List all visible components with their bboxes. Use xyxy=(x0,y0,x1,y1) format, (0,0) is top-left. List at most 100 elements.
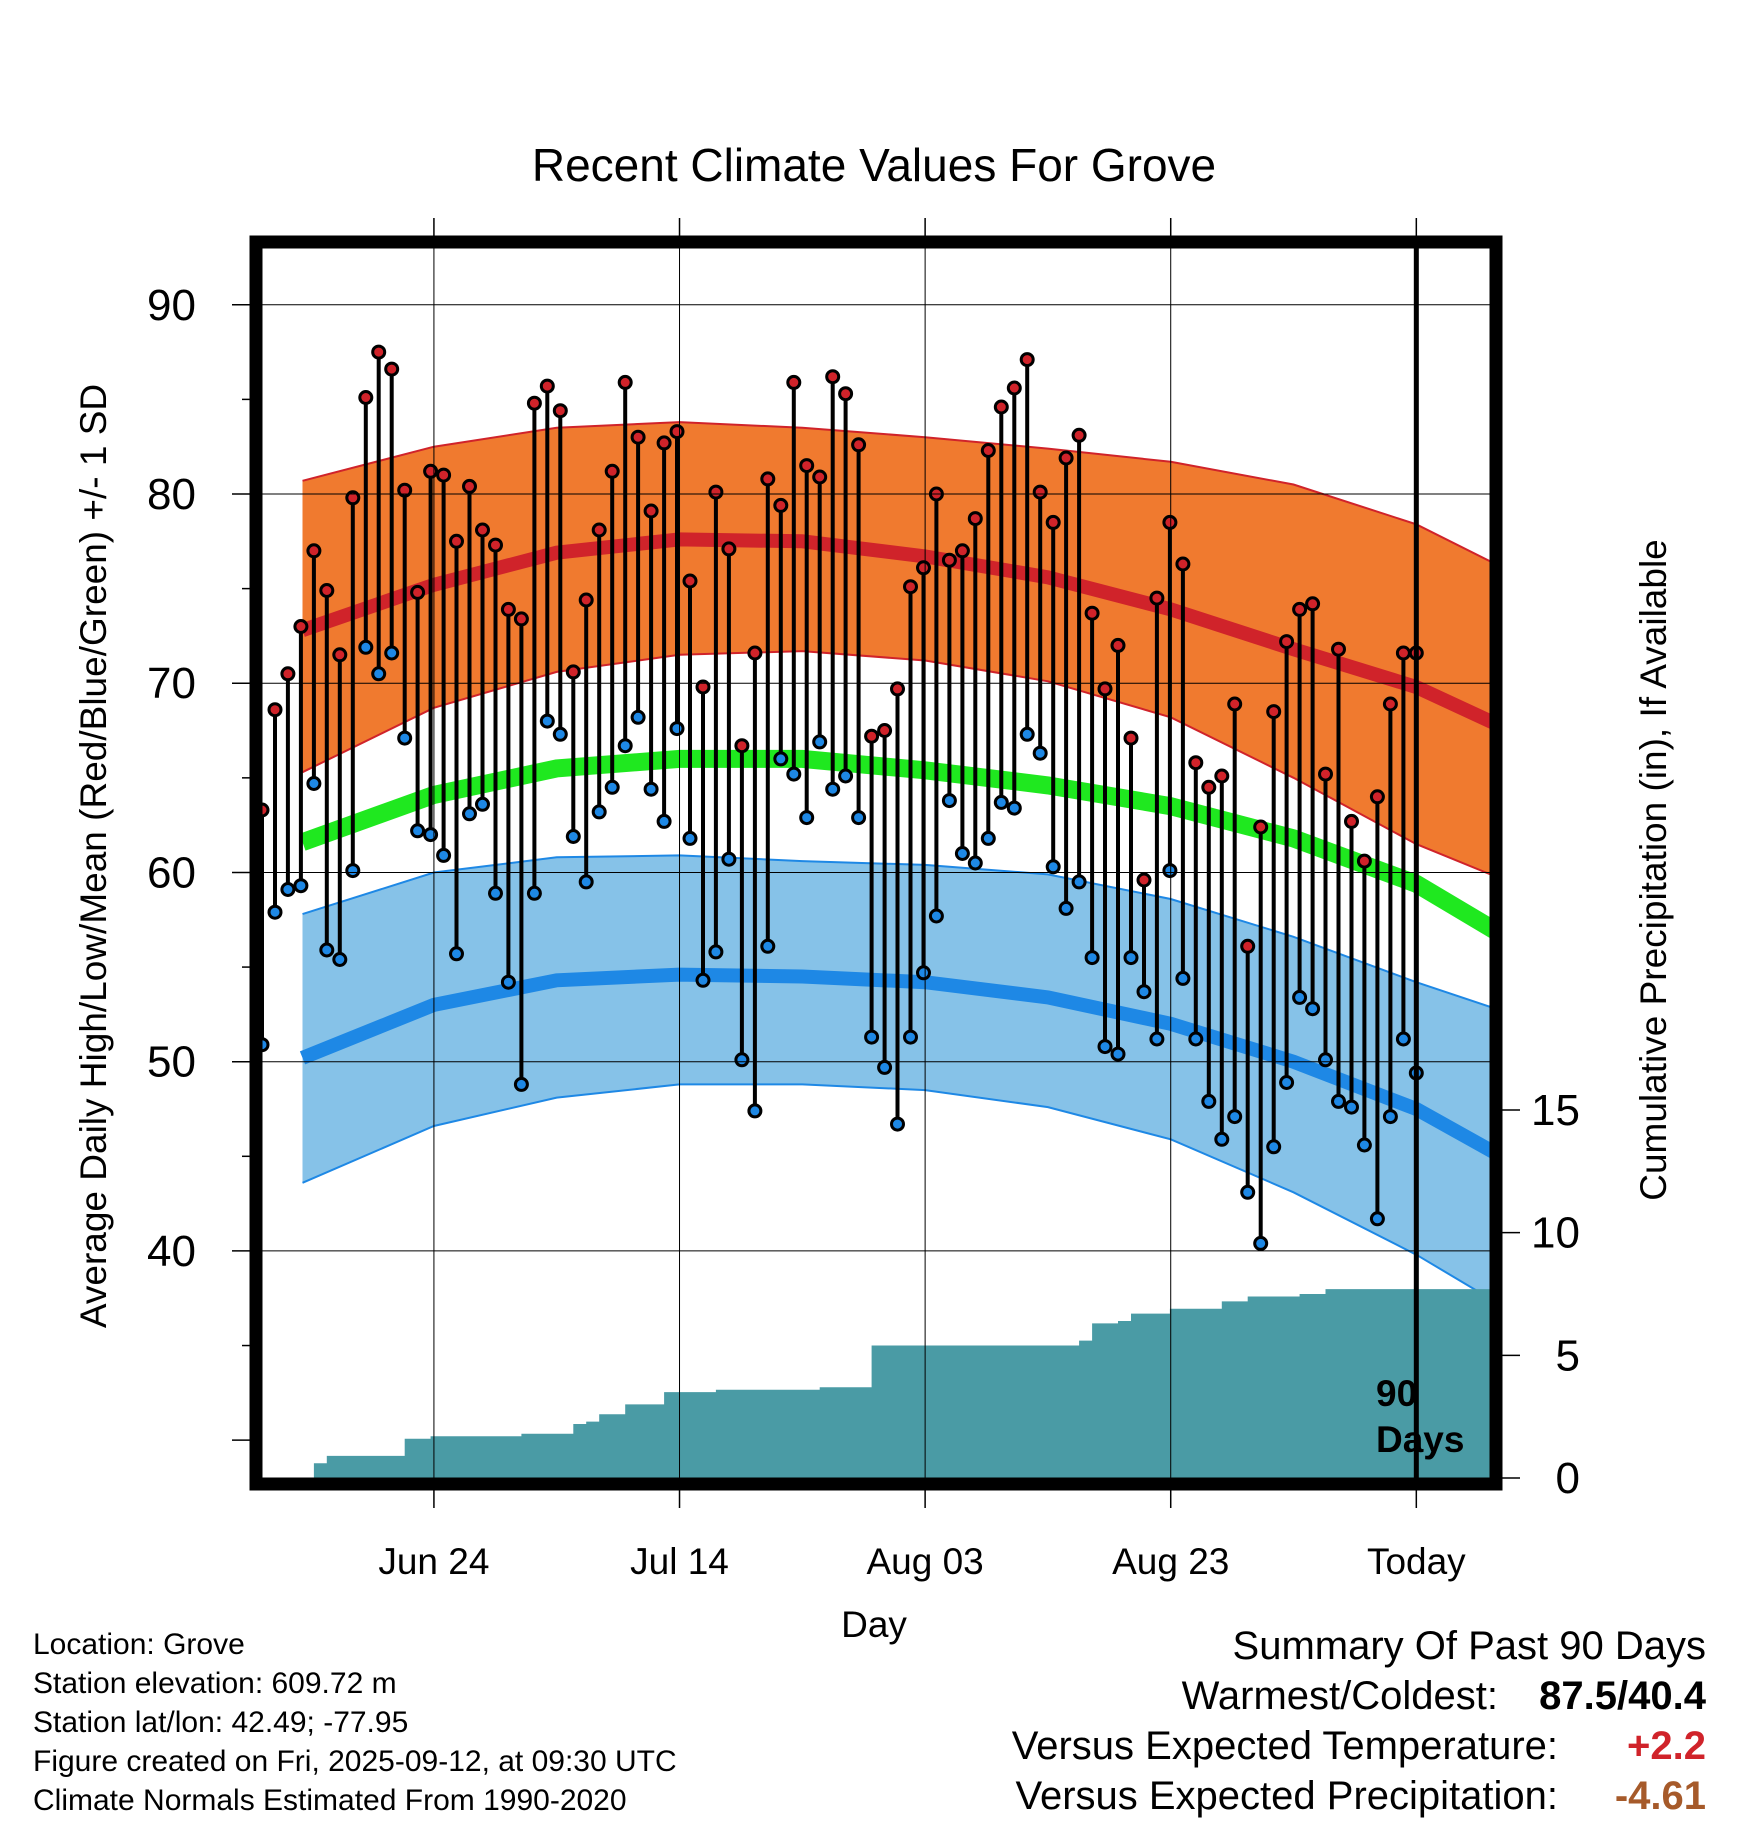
elevation-text: Station elevation: 609.72 m xyxy=(33,1667,397,1700)
daily-high-point xyxy=(1162,514,1178,530)
daily-low-point xyxy=(954,846,970,861)
daily-low-point xyxy=(825,781,841,797)
daily-low-point xyxy=(851,810,867,826)
daily-low-point xyxy=(410,823,426,839)
daily-low-point xyxy=(371,666,387,682)
y2-tick-label: 5 xyxy=(1556,1331,1580,1380)
daily-low-point xyxy=(928,908,944,924)
precipitation-anomaly-value: -4.61 xyxy=(1614,1774,1706,1818)
daily-low-point xyxy=(643,781,659,797)
daily-low-point xyxy=(1110,1046,1126,1062)
x-tick-label: Today xyxy=(1367,1541,1466,1582)
daily-high-point xyxy=(319,583,335,598)
daily-low-point xyxy=(436,847,452,863)
daily-high-point xyxy=(500,601,516,617)
daily-high-point xyxy=(410,584,426,600)
daily-low-point xyxy=(1240,1184,1256,1200)
daily-high-point xyxy=(1006,380,1022,396)
daily-high-point xyxy=(747,645,763,661)
daily-high-point xyxy=(1123,730,1139,746)
daily-high-point xyxy=(799,458,815,474)
daily-low-point xyxy=(747,1103,763,1119)
daily-high-point xyxy=(669,424,685,440)
x-tick-label: Aug 23 xyxy=(1112,1541,1229,1582)
daily-low-point xyxy=(1006,800,1022,816)
daily-high-point xyxy=(643,503,659,519)
daily-low-point xyxy=(306,776,322,791)
y2-tick-label: 10 xyxy=(1531,1209,1580,1258)
daily-high-point xyxy=(1266,704,1282,720)
daily-low-point xyxy=(475,796,490,812)
daily-low-point xyxy=(1058,900,1074,916)
daily-high-point xyxy=(488,537,503,553)
daily-high-point xyxy=(604,463,620,479)
daily-low-point xyxy=(1188,1031,1204,1047)
daily-high-point xyxy=(1369,789,1385,805)
daily-high-point xyxy=(552,403,568,419)
daily-high-point xyxy=(903,579,918,595)
daily-low-point xyxy=(786,766,802,782)
daily-low-point xyxy=(1292,989,1308,1005)
daily-low-point xyxy=(993,794,1009,810)
daily-high-point xyxy=(838,386,854,402)
daily-high-point xyxy=(1110,637,1126,653)
daily-high-point xyxy=(1318,766,1333,782)
daily-low-point xyxy=(1279,1075,1295,1090)
station-info: Location: Grove Station elevation: 609.7… xyxy=(33,1625,677,1820)
chart-title: Recent Climate Values For Grove xyxy=(532,139,1216,191)
daily-low-point xyxy=(565,829,581,844)
daily-high-point xyxy=(1240,938,1256,954)
daily-low-point xyxy=(1305,1001,1321,1017)
daily-low-point xyxy=(1071,874,1087,890)
daily-low-point xyxy=(967,855,983,871)
daily-high-point xyxy=(1331,641,1346,657)
daily-low-point xyxy=(423,827,439,843)
daily-high-point xyxy=(436,467,452,483)
daily-low-point xyxy=(1395,1031,1411,1047)
daily-low-point xyxy=(1344,1099,1359,1115)
daily-high-point xyxy=(864,728,880,744)
daily-high-point xyxy=(941,552,957,568)
daily-high-point xyxy=(371,344,387,360)
daily-low-point xyxy=(293,878,309,894)
daily-low-point xyxy=(488,885,503,901)
daily-high-point xyxy=(1201,779,1217,795)
y-tick-label: 90 xyxy=(147,281,196,330)
daily-low-point xyxy=(449,946,464,962)
daily-low-point xyxy=(1382,1109,1398,1125)
y2-tick-label: 0 xyxy=(1556,1454,1580,1503)
daily-high-point xyxy=(539,378,555,394)
daily-high-point xyxy=(1214,768,1230,784)
daily-high-point xyxy=(993,399,1009,415)
daily-low-point xyxy=(319,942,335,958)
daily-low-point xyxy=(721,851,737,867)
daily-high-point xyxy=(682,573,698,589)
created-text: Figure created on Fri, 2025-09-12, at 09… xyxy=(33,1745,677,1778)
daily-high-point xyxy=(1253,819,1269,835)
daily-low-point xyxy=(578,874,594,890)
daily-low-point xyxy=(1136,984,1152,1000)
daily-high-point xyxy=(1045,514,1061,530)
daily-low-point xyxy=(397,730,413,746)
daily-low-point xyxy=(812,734,828,750)
daily-high-point xyxy=(578,592,594,608)
daily-low-point xyxy=(591,804,607,820)
daily-low-point xyxy=(617,738,633,754)
daily-high-point xyxy=(825,369,841,385)
daily-high-point xyxy=(1084,605,1100,621)
precipitation-anomaly-label: Versus Expected Precipitation: xyxy=(1015,1774,1558,1818)
daily-low-point xyxy=(695,972,711,988)
daily-high-point xyxy=(967,511,983,527)
daily-low-point xyxy=(1253,1235,1269,1251)
daily-low-point xyxy=(734,1052,750,1068)
daily-high-point xyxy=(449,533,464,549)
daily-high-point xyxy=(890,681,905,697)
daily-low-point xyxy=(980,830,996,846)
daily-low-point xyxy=(1175,970,1191,986)
daily-low-point xyxy=(1097,1039,1113,1055)
daily-low-point xyxy=(1369,1211,1385,1227)
temperature-anomaly-label: Versus Expected Temperature: xyxy=(1011,1724,1558,1768)
daily-low-point xyxy=(500,974,516,990)
latlon-text: Station lat/lon: 42.49; -77.95 xyxy=(33,1706,409,1739)
